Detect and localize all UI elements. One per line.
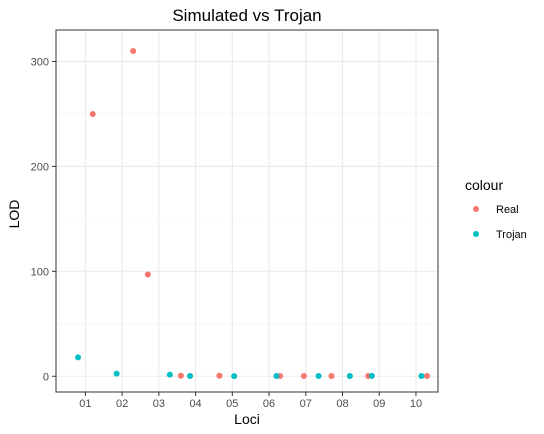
y-axis: 0 100 200 300 <box>31 56 56 383</box>
data-point-trojan <box>166 371 173 378</box>
x-tick-label: 08 <box>336 398 348 410</box>
legend-items: Real Trojan <box>473 204 527 241</box>
x-tick-label: 09 <box>373 398 385 410</box>
data-point-real <box>89 110 96 117</box>
major-gridlines <box>56 30 438 392</box>
data-points <box>75 47 430 380</box>
data-point-real <box>130 47 137 54</box>
y-tick-label: 200 <box>31 161 49 173</box>
y-tick-label: 300 <box>31 56 49 68</box>
x-tick-label: 07 <box>300 398 312 410</box>
x-tick-label: 03 <box>153 398 165 410</box>
legend-key-trojan <box>473 231 479 237</box>
data-point-real <box>300 373 307 380</box>
data-point-trojan <box>231 373 238 380</box>
legend-title: colour <box>465 177 503 193</box>
data-point-real <box>177 372 184 379</box>
data-point-trojan <box>187 373 194 380</box>
y-tick-label: 100 <box>31 266 49 278</box>
x-tick-label: 04 <box>189 398 201 410</box>
data-point-trojan <box>418 372 425 379</box>
data-point-real <box>423 373 430 380</box>
x-axis: 01 02 03 04 05 06 07 08 09 10 <box>79 392 422 410</box>
plot-area <box>55 29 439 393</box>
x-tick-label: 06 <box>263 398 275 410</box>
data-point-real <box>328 373 335 380</box>
y-tick-label: 0 <box>43 371 49 383</box>
plot-border <box>55 29 439 393</box>
x-tick-label: 05 <box>226 398 238 410</box>
x-tick-label: 10 <box>410 398 422 410</box>
data-point-trojan <box>113 370 120 377</box>
data-point-real <box>216 372 223 379</box>
legend-key-real <box>473 206 479 212</box>
minor-gridlines <box>56 113 438 325</box>
x-axis-title: Loci <box>234 411 260 427</box>
x-tick-label: 02 <box>116 398 128 410</box>
x-tick-label: 01 <box>79 398 91 410</box>
data-point-trojan <box>273 372 280 379</box>
data-point-trojan <box>315 373 322 380</box>
legend-label-real: Real <box>496 204 519 216</box>
data-point-trojan <box>368 372 375 379</box>
legend: colour Real Trojan <box>465 177 527 241</box>
data-point-trojan <box>75 354 82 361</box>
data-point-trojan <box>346 373 353 380</box>
y-axis-title: LOD <box>6 200 22 229</box>
plot-panel <box>56 30 438 392</box>
data-point-real <box>144 271 151 278</box>
chart-title: Simulated vs Trojan <box>172 6 321 25</box>
legend-label-trojan: Trojan <box>496 229 527 241</box>
